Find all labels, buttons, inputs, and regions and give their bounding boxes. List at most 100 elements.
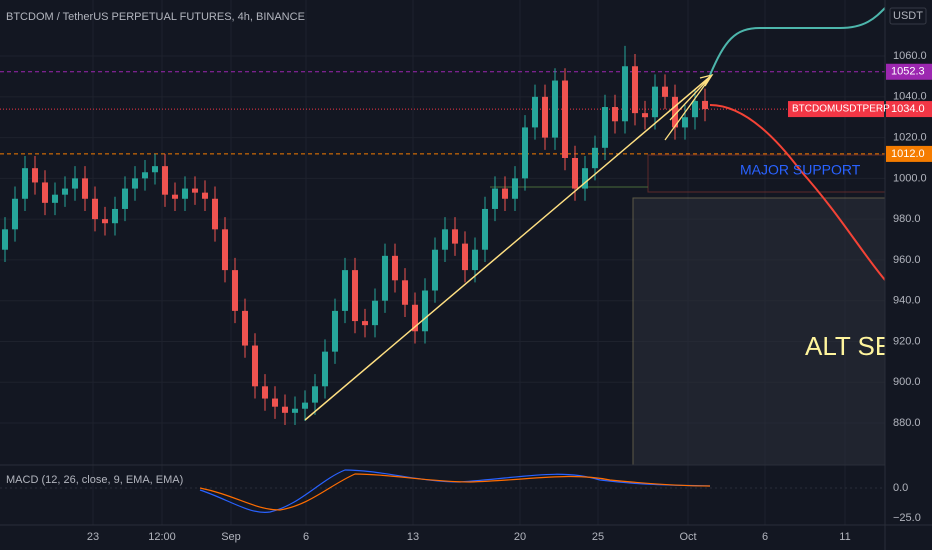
chart-title: BTCDOM / TetherUS PERPETUAL FUTURES, 4h,… xyxy=(6,11,305,23)
time-label: 25 xyxy=(592,531,604,543)
candle-body xyxy=(672,96,678,128)
time-label: 11 xyxy=(839,531,850,543)
candle-body xyxy=(362,321,368,326)
candle-body xyxy=(382,255,388,301)
candle-body xyxy=(62,188,68,195)
candle-body xyxy=(152,166,158,173)
candle-body xyxy=(632,66,638,114)
candle-body xyxy=(572,157,578,189)
candle-body xyxy=(12,198,18,230)
candle-body xyxy=(252,345,258,387)
unit: USDT xyxy=(893,10,923,22)
price-tick-label: 1060.0 xyxy=(893,50,927,62)
candle-body xyxy=(522,127,528,179)
candle-body xyxy=(32,168,38,183)
candle-body xyxy=(512,178,518,199)
candle-body xyxy=(372,300,378,326)
projection-up xyxy=(709,7,886,76)
time-label: Sep xyxy=(221,531,241,543)
candle-body xyxy=(472,249,478,271)
price-tick-label: 900.0 xyxy=(893,376,921,388)
candle-body xyxy=(682,117,688,128)
time-label: 13 xyxy=(407,531,419,543)
candle-body xyxy=(282,406,288,413)
candle-body xyxy=(92,198,98,220)
candle-body xyxy=(202,192,208,199)
price-tick-label: 920.0 xyxy=(893,335,921,347)
candle-body xyxy=(122,188,128,209)
trend-line xyxy=(304,74,713,421)
candle-body xyxy=(352,270,358,322)
price-tick-label: 960.0 xyxy=(893,254,921,266)
symbol-label: BTCDOMUSDTPERP xyxy=(792,104,890,115)
candle-body xyxy=(442,229,448,250)
candle-body xyxy=(622,66,628,122)
time-label: Oct xyxy=(679,531,696,543)
candle-body xyxy=(412,304,418,332)
candle-body xyxy=(162,166,168,195)
candle-body xyxy=(2,229,8,250)
macd-label: MACD (12, 26, close, 9, EMA, EMA) xyxy=(6,474,183,486)
price-tick-label: 1000.0 xyxy=(893,172,927,184)
price-axis xyxy=(885,0,932,550)
price-tick-label: 1020.0 xyxy=(893,132,927,144)
time-label: 20 xyxy=(514,531,526,543)
candle-body xyxy=(612,107,618,122)
price-badge xyxy=(886,101,932,118)
candle-body xyxy=(192,188,198,193)
candle-body xyxy=(222,229,228,271)
price-badge xyxy=(886,145,932,162)
symbol-badge xyxy=(788,101,884,118)
candle-body xyxy=(562,80,568,158)
labels: 1060.0 1040.0 1020.0 1000.0 980.0 960.0 940.0 9… xyxy=(87,50,932,543)
candle-body xyxy=(452,229,458,244)
macd-tick: −25.0 xyxy=(893,512,921,524)
candle-body xyxy=(652,86,658,118)
candle-body xyxy=(112,208,118,224)
candle-body xyxy=(552,80,558,138)
candle-body xyxy=(492,188,498,209)
candle-body xyxy=(542,96,548,138)
candle-body xyxy=(262,386,268,399)
candle-body xyxy=(322,351,328,387)
candle-body xyxy=(42,182,48,203)
candle-body xyxy=(72,178,78,189)
candle-body xyxy=(172,194,178,199)
candle-body xyxy=(392,255,398,281)
price-tick-label: 1040.0 xyxy=(893,91,927,103)
candle-body xyxy=(132,178,138,189)
price-badge xyxy=(886,63,932,80)
candle-body xyxy=(232,270,238,311)
candle-body xyxy=(462,243,468,271)
candle-body xyxy=(432,249,438,291)
candle-body xyxy=(22,168,28,199)
macd-tick: 0.0 xyxy=(893,482,908,494)
candle-body xyxy=(702,100,708,110)
candle-body xyxy=(82,178,88,199)
candle-body xyxy=(482,208,488,250)
candle-body xyxy=(142,172,148,179)
time-label: 6 xyxy=(303,531,309,543)
support-label: MAJOR SUPPORT xyxy=(740,162,861,178)
candle-body xyxy=(662,86,668,97)
candle-body xyxy=(402,280,408,305)
candle-body xyxy=(502,188,508,199)
price-badge-label: 1052.3 xyxy=(891,66,925,78)
candle-body xyxy=(102,219,108,224)
time-label: 6 xyxy=(762,531,768,543)
price-tick-label: 940.0 xyxy=(893,295,921,307)
zone-box xyxy=(632,197,886,466)
unit-box xyxy=(889,7,927,25)
time-label: 12:00 xyxy=(148,531,176,543)
candle-body xyxy=(532,96,538,128)
candle-body xyxy=(182,188,188,199)
candle-body xyxy=(302,402,308,409)
price-badge-label: 1012.0 xyxy=(891,148,925,160)
candle-body xyxy=(692,100,698,118)
time-label: 23 xyxy=(87,531,99,543)
candles xyxy=(2,45,708,426)
arrows xyxy=(664,73,714,141)
candle-body xyxy=(52,194,58,203)
candle-body xyxy=(212,198,218,230)
